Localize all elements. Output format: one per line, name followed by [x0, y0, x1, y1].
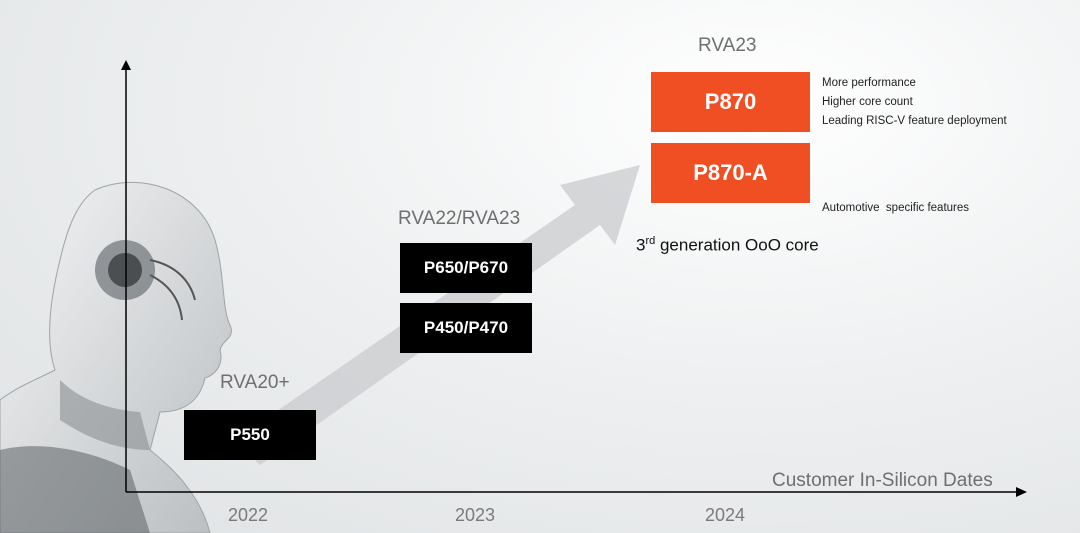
- p870-features: More performance Higher core count Leadi…: [822, 74, 1007, 131]
- p870a-features: Automotive specific features: [822, 161, 969, 237]
- generation-note: 3rd generation OoO core: [636, 235, 819, 256]
- year-label-2023: 2023: [455, 505, 496, 525]
- feature-item: Higher core count: [822, 96, 913, 108]
- y-axis-arrowhead: [121, 60, 131, 70]
- core-box-p870: P870: [651, 72, 810, 132]
- robot-illustration: [0, 181, 232, 533]
- x-axis-arrowhead: [1016, 487, 1027, 497]
- core-label-p870a: P870-A: [693, 160, 768, 185]
- core-label-p550: P550: [230, 425, 270, 444]
- core-label-p450: P450/P470: [423, 318, 509, 337]
- year-label-2022: 2022: [228, 505, 269, 525]
- core-box-p870a: P870-A: [651, 143, 810, 203]
- core-label-p870: P870: [704, 89, 757, 114]
- core-label-p650: P650/P670: [423, 258, 509, 277]
- feature-item: Automotive specific features: [822, 202, 970, 214]
- core-box-p650: P650/P670: [400, 243, 532, 293]
- x-axis-label: Customer In-Silicon Dates: [772, 470, 993, 491]
- core-box-p450: P450/P470: [400, 303, 532, 353]
- feature-item: Leading RISC-V feature deployment: [822, 115, 1007, 127]
- generation-suffix: rd: [645, 235, 656, 247]
- era-label-rva23: RVA23: [698, 35, 757, 56]
- year-label-2024: 2024: [705, 505, 746, 525]
- generation-number: 3: [636, 235, 646, 255]
- era-label-rva22: RVA22/RVA23: [398, 208, 521, 229]
- generation-text: generation OoO core: [655, 235, 819, 255]
- core-box-p550: P550: [184, 410, 316, 460]
- era-label-rva20: RVA20+: [220, 372, 290, 393]
- feature-item: More performance: [822, 77, 916, 89]
